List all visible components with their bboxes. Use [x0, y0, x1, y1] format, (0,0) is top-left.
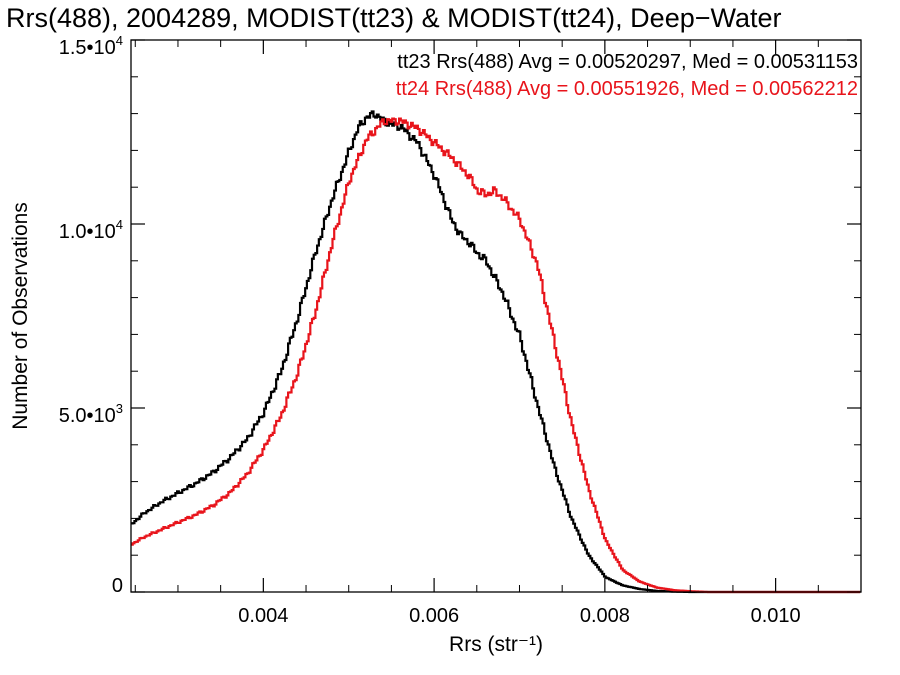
- plot-layer: [131, 110, 861, 594]
- x-tick-label: 0.004: [238, 605, 288, 627]
- y-tick-label: 1.0•104: [59, 217, 123, 243]
- y-axis-label: Number of Observations: [9, 202, 32, 430]
- x-tick-label: 0.008: [580, 605, 630, 627]
- legend-entry-tt24: tt24 Rrs(488) Avg = 0.00551926, Med = 0.…: [396, 78, 858, 100]
- y-tick-label: 0: [112, 575, 123, 597]
- legend-entry-tt23: tt23 Rrs(488) Avg = 0.00520297, Med = 0.…: [397, 51, 858, 73]
- ticks-layer: 0.004 0.006 0.008 0.010 0 5.0•103 1.0•104 1.5•1…: [59, 33, 862, 627]
- y-tick-label: 1.5•104: [59, 33, 123, 59]
- chart-title: Rrs(488), 2004289, MODIST(tt23) & MODIST…: [6, 3, 782, 33]
- x-tick-label: 0.010: [751, 605, 801, 627]
- series-tt24-line: [131, 117, 861, 594]
- y-tick-label: 5.0•103: [59, 401, 123, 427]
- x-axis-label: Rrs (str⁻¹): [449, 633, 543, 656]
- plot-frame: [130, 39, 862, 593]
- x-tick-label: 0.006: [409, 605, 459, 627]
- series-tt23-line: [131, 110, 861, 594]
